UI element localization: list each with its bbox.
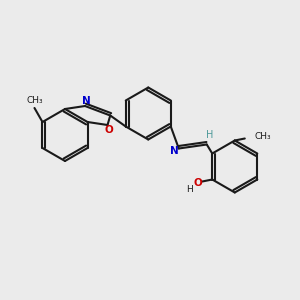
Text: CH₃: CH₃ [255, 132, 272, 141]
Text: CH₃: CH₃ [26, 96, 43, 105]
Text: H: H [206, 130, 214, 140]
Text: N: N [170, 146, 179, 155]
Text: N: N [82, 96, 90, 106]
Text: O: O [194, 178, 203, 188]
Text: O: O [104, 125, 113, 135]
Text: H: H [186, 185, 193, 194]
